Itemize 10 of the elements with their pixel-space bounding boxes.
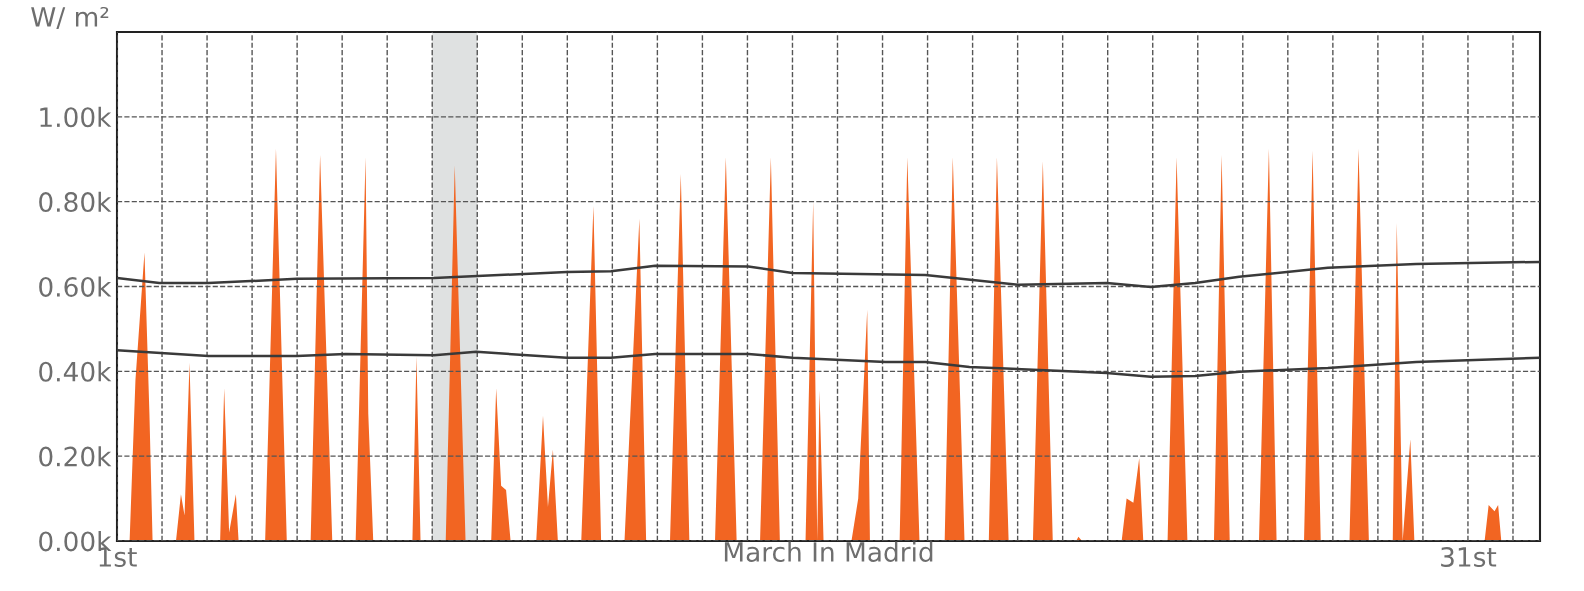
line-series	[117, 348, 1540, 379]
x-tick-label: 31st	[1441, 547, 1497, 567]
y-tick-label: 0.40k	[39, 361, 112, 382]
x-axis-title: March In Madrid	[724, 541, 933, 562]
y-tick-label: 0.20k	[39, 446, 112, 467]
y-tick-label: 0.60k	[39, 276, 112, 297]
y-tick-label: 1.00k	[40, 106, 112, 128]
y-axis-title: W/ m²	[31, 6, 109, 29]
line-series	[117, 260, 1540, 289]
y-tick-label: 0.80k	[39, 191, 112, 213]
